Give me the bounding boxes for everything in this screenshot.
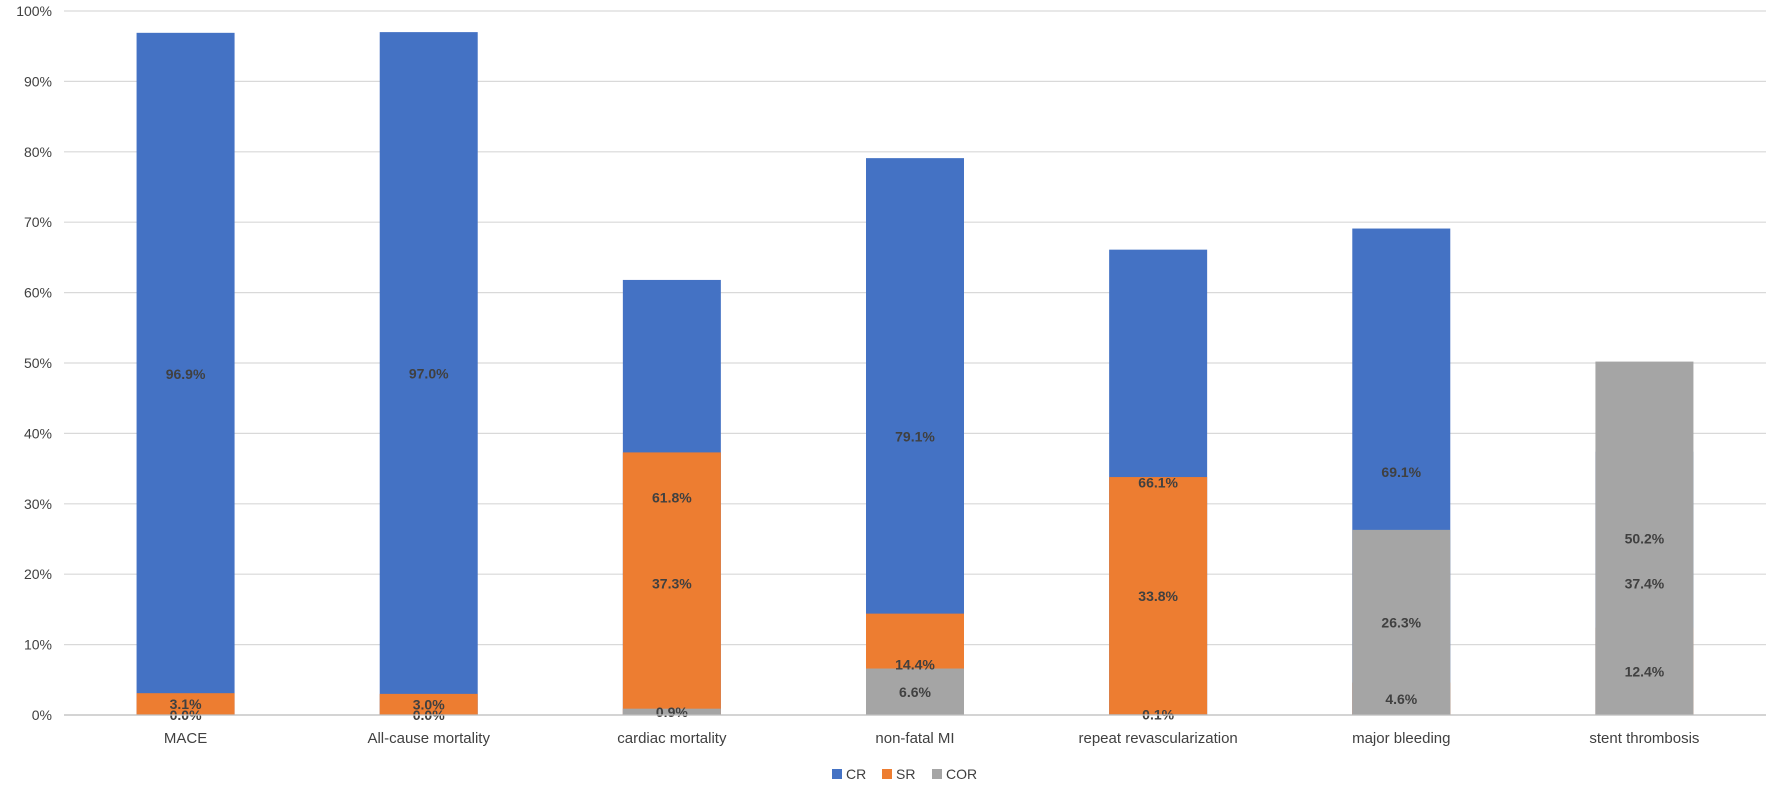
data-label-sr: 37.3% (652, 576, 692, 592)
data-label-cr: 79.1% (895, 429, 935, 445)
data-label-cr: 97.0% (409, 366, 449, 382)
bar-segment-sr (136, 693, 235, 715)
legend-label-sr: SR (896, 766, 915, 782)
x-category-label: repeat revascularization (1079, 730, 1238, 747)
y-tick-label: 60% (24, 285, 52, 301)
data-label-cr: 69.1% (1381, 464, 1421, 480)
y-tick-label: 10% (24, 637, 52, 653)
data-label-sr: 33.8% (1138, 588, 1178, 604)
y-tick-label: 40% (24, 425, 52, 441)
data-label-cor: 50.2% (1625, 530, 1665, 546)
bar-segment-cor (1595, 361, 1694, 715)
y-tick-label: 0% (32, 707, 52, 723)
data-label-sr: 4.6% (1385, 691, 1417, 707)
legend-label-cr: CR (846, 766, 866, 782)
legend-swatch-cor (932, 769, 942, 779)
bar-segment-cor (622, 708, 721, 715)
bar-segment-cr (136, 32, 235, 716)
bar-segment-cr (379, 32, 478, 716)
x-category-label: non-fatal MI (875, 730, 954, 747)
legend-swatch-cr (832, 769, 842, 779)
data-label-cor: 6.6% (899, 684, 931, 700)
legend-swatch-sr (882, 769, 892, 779)
bar-segment-sr (622, 452, 721, 715)
x-category-label: major bleeding (1352, 730, 1450, 747)
data-label-sr: 14.4% (895, 656, 935, 672)
data-label-cor: 0.9% (656, 704, 688, 720)
legend: CR SR COR (832, 766, 977, 782)
data-label-cr: 61.8% (652, 489, 692, 505)
y-tick-label: 70% (24, 214, 52, 230)
data-label-sr: 12.4% (1625, 663, 1665, 679)
y-tick-label: 20% (24, 566, 52, 582)
data-label-cr: 96.9% (166, 366, 206, 382)
data-label-cor: 26.3% (1381, 614, 1421, 630)
bar-segment-sr (379, 693, 478, 715)
x-category-label: MACE (164, 730, 207, 747)
axis-layer: 0% 10% 20% 30% 40% 50% 60% 70% 80% 90% 100% MACE All… (16, 3, 1766, 747)
data-label-sr: 3.0% (413, 696, 445, 712)
data-label-sr: 3.1% (170, 696, 202, 712)
x-category-label: cardiac mortality (617, 730, 727, 747)
x-category-label: All-cause mortality (367, 730, 490, 747)
y-tick-label: 50% (24, 355, 52, 371)
y-tick-label: 100% (16, 3, 52, 19)
x-category-label: stent thrombosis (1589, 730, 1699, 747)
data-label-cr: 66.1% (1138, 474, 1178, 490)
y-tick-label: 30% (24, 496, 52, 512)
bar-segment-cor (866, 668, 964, 715)
y-tick-label: 80% (24, 144, 52, 160)
y-tick-label: 90% (24, 73, 52, 89)
bar-segment-sr (1109, 477, 1208, 715)
legend-label-cor: COR (946, 766, 977, 782)
bar-segment-cor (1352, 529, 1451, 715)
bars-layer (136, 32, 1694, 716)
data-label-cr: 37.4% (1625, 575, 1665, 591)
